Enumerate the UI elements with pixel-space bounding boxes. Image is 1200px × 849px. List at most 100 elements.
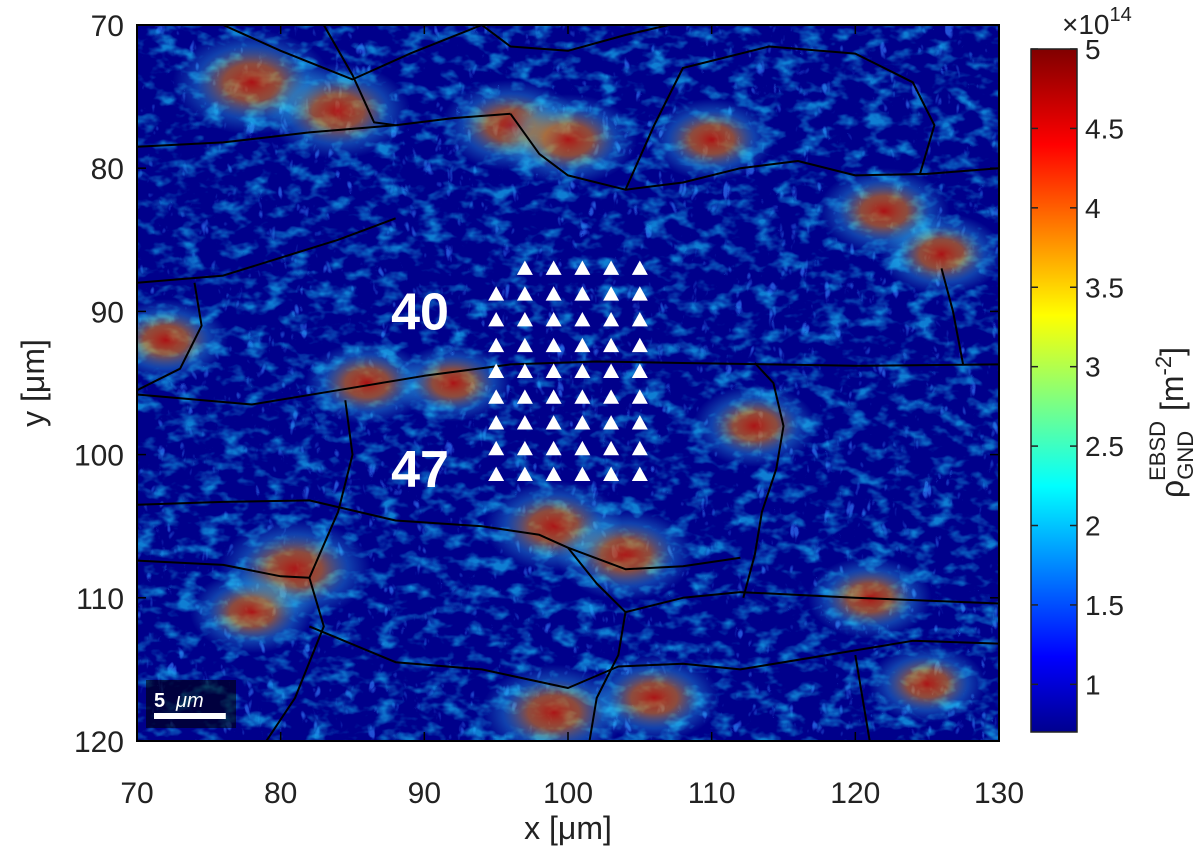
grain-boundary [624, 45, 936, 191]
x-tick-label: 120 [830, 777, 880, 810]
indent-marker [574, 311, 591, 327]
indent-marker [574, 466, 591, 482]
indent-marker [545, 440, 562, 456]
indent-marker [488, 415, 505, 430]
grain-boundary [308, 400, 354, 579]
grain-boundary [322, 25, 396, 127]
indent-marker [545, 337, 562, 353]
colorbar: 1 1.5 2 2.5 3 3.5 4 4.5 5 ×1014 ρGNDEBSD [m-2] [1030, 4, 1198, 733]
indent-marker [574, 389, 591, 404]
indent-marker [574, 363, 591, 378]
indent-marker [516, 466, 533, 482]
indent-marker [631, 337, 648, 353]
indent-marker [603, 286, 620, 301]
grain-boundary [137, 360, 999, 406]
indent-marker [603, 466, 620, 482]
indent-marker [488, 440, 505, 456]
indent-marker [631, 260, 648, 275]
y-tick-label: 90 [91, 296, 124, 329]
y-tick-label: 100 [74, 440, 124, 473]
indent-marker [516, 260, 533, 275]
scale-bar-line [154, 713, 226, 719]
indent-marker [516, 311, 533, 327]
grain-boundary [309, 625, 999, 689]
grain-boundary [567, 546, 741, 571]
indent-marker [488, 337, 505, 353]
colorbar-gradient [1030, 48, 1078, 733]
indent-marker [631, 311, 648, 327]
indent-marker [488, 286, 505, 301]
indent-marker [603, 389, 620, 404]
grain-boundary [742, 362, 785, 599]
indent-marker [603, 440, 620, 456]
x-tick-label: 90 [408, 777, 441, 810]
colorbar-tick-label: 4.5 [1085, 113, 1124, 144]
colorbar-tick-label: 4 [1085, 193, 1101, 224]
indent-marker [574, 260, 591, 275]
grain-boundary [481, 25, 669, 52]
region-label: 47 [391, 441, 449, 499]
grain-boundary [854, 654, 871, 741]
y-tick-label: 120 [74, 726, 124, 759]
colorbar-tick-label: 2 [1085, 511, 1101, 542]
grain-boundary [265, 577, 325, 741]
indent-marker [545, 415, 562, 430]
density-hotspot [189, 571, 314, 654]
y-axis-label: y [μm] [15, 339, 51, 427]
indent-marker [516, 415, 533, 430]
indent-marker [631, 466, 648, 482]
grain-boundary [137, 559, 310, 579]
indent-marker [516, 440, 533, 456]
indent-marker [603, 311, 620, 327]
colorbar-multiplier-exponent: 14 [1110, 4, 1132, 26]
indent-marker [631, 389, 648, 404]
indent-marker [545, 363, 562, 378]
indent-marker [631, 363, 648, 378]
density-hotspot [649, 98, 774, 181]
indent-marker [488, 363, 505, 378]
indent-marker [488, 466, 505, 482]
indent-marker [574, 440, 591, 456]
colorbar-label: ρGNDEBSD [m-2] [1145, 347, 1198, 498]
colorbar-label-unit: [m [1154, 375, 1190, 411]
scale-bar-unit: μm [175, 690, 204, 712]
x-tick-label: 130 [974, 777, 1024, 810]
density-hotspot [304, 342, 429, 424]
y-tick-label: 70 [91, 10, 124, 43]
region-label: 40 [391, 283, 449, 341]
colorbar-multiplier-prefix: ×10 [1062, 9, 1110, 40]
indent-marker [631, 440, 648, 456]
x-axis-label: x [μm] [524, 810, 612, 846]
grain-boundary [137, 217, 396, 284]
density-hotspot [879, 213, 999, 296]
colorbar-tick-label: 1.5 [1085, 590, 1124, 621]
grain-boundary [222, 25, 483, 81]
indent-marker [603, 363, 620, 378]
indent-marker [516, 286, 533, 301]
indent-marker [545, 466, 562, 482]
density-hotspot [394, 344, 512, 422]
heatmap-plot-area: 40 47 5 μm [137, 25, 999, 741]
indent-marker [631, 286, 648, 301]
x-tick-label: 80 [264, 777, 297, 810]
indent-marker [574, 415, 591, 430]
indent-marker [545, 260, 562, 275]
colorbar-multiplier: ×1014 [1062, 4, 1132, 40]
indent-marker [545, 286, 562, 301]
x-tick-label: 110 [688, 777, 736, 810]
grain-boundary [588, 611, 627, 741]
density-hotspot [868, 644, 986, 723]
colorbar-label-main: ρ [1154, 480, 1190, 498]
grain-boundary [940, 268, 965, 365]
indent-marker [516, 389, 533, 404]
grain-boundary [625, 591, 999, 614]
y-axis: 70 80 90 100 110 120 [74, 10, 999, 759]
colorbar-tick-label: 1 [1085, 669, 1101, 700]
colorbar-tick-label: 3.5 [1085, 272, 1124, 303]
colorbar-label-sup: EBSD [1145, 421, 1170, 481]
indent-marker [603, 337, 620, 353]
density-hotspot [692, 384, 817, 467]
colorbar-label-unit-exp: -2 [1151, 356, 1176, 376]
indent-marker [545, 389, 562, 404]
colorbar-tick-label: 5 [1085, 34, 1101, 65]
